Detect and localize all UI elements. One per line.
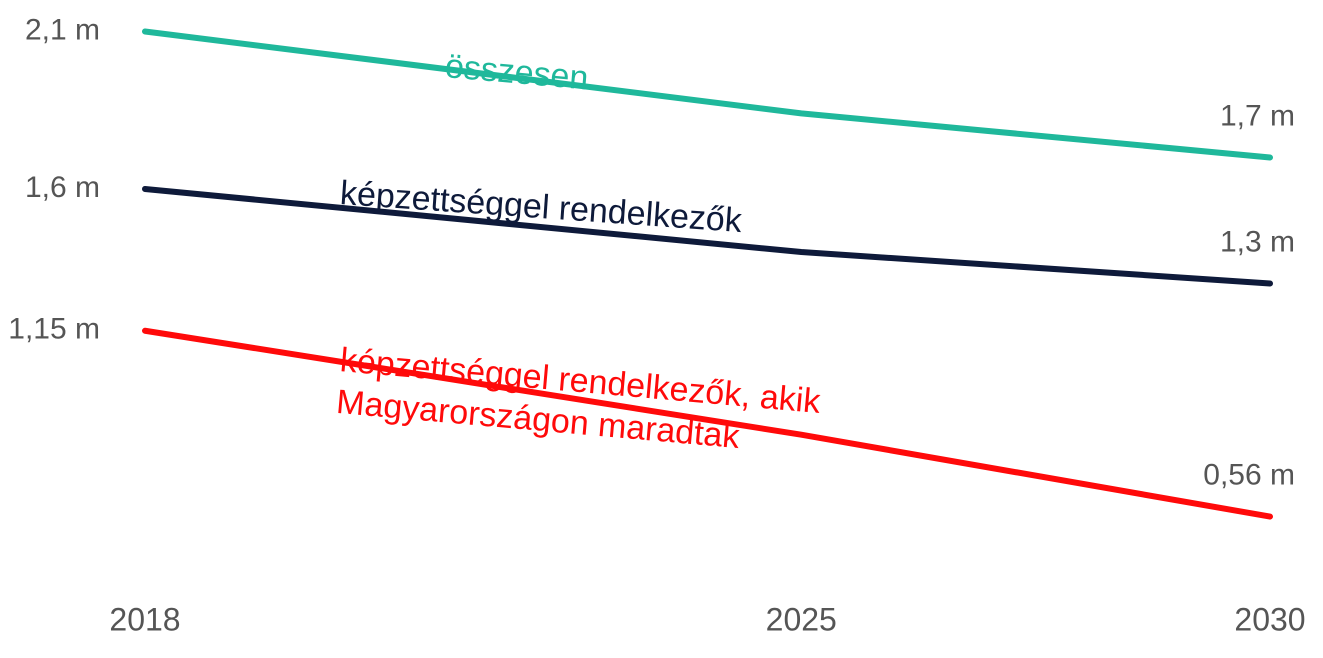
x-tick-label: 2018 bbox=[109, 601, 180, 637]
line bbox=[142, 186, 1273, 287]
line bbox=[142, 327, 1273, 520]
x-tick-label: 2030 bbox=[1234, 601, 1305, 637]
value-label: 1,3 m bbox=[1220, 225, 1295, 258]
series-label: képzettséggel rendelkezők bbox=[339, 174, 744, 240]
value-label: 1,7 m bbox=[1220, 99, 1295, 132]
series-label: összesen bbox=[444, 47, 590, 97]
line bbox=[142, 28, 1273, 161]
value-label: 1,6 m bbox=[25, 171, 100, 204]
value-label: 2,1 m bbox=[25, 13, 100, 46]
value-label: 0,56 m bbox=[1203, 459, 1295, 492]
value-label: 1,15 m bbox=[8, 313, 100, 346]
x-tick-label: 2025 bbox=[766, 601, 837, 637]
